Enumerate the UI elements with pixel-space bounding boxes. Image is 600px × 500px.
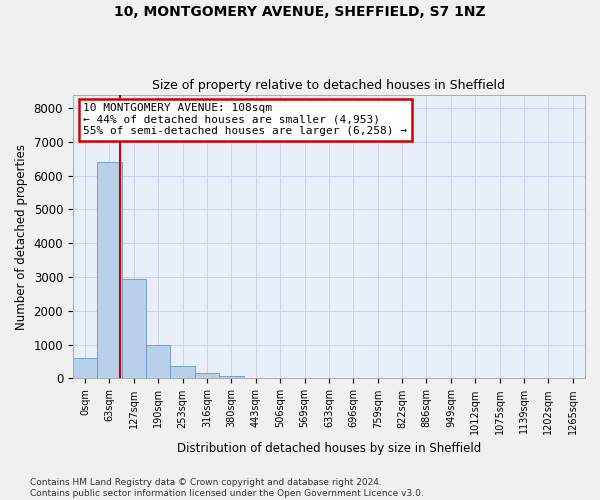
Bar <box>122 278 146 378</box>
Text: 10 MONTGOMERY AVENUE: 108sqm
← 44% of detached houses are smaller (4,953)
55% of: 10 MONTGOMERY AVENUE: 108sqm ← 44% of de… <box>83 103 407 136</box>
Y-axis label: Number of detached properties: Number of detached properties <box>15 144 28 330</box>
Bar <box>73 358 97 378</box>
Text: Contains HM Land Registry data © Crown copyright and database right 2024.
Contai: Contains HM Land Registry data © Crown c… <box>30 478 424 498</box>
Bar <box>97 162 122 378</box>
Bar <box>146 346 170 378</box>
Bar <box>170 366 195 378</box>
X-axis label: Distribution of detached houses by size in Sheffield: Distribution of detached houses by size … <box>177 442 481 455</box>
Text: 10, MONTGOMERY AVENUE, SHEFFIELD, S7 1NZ: 10, MONTGOMERY AVENUE, SHEFFIELD, S7 1NZ <box>114 5 486 19</box>
Bar <box>219 376 244 378</box>
Bar <box>195 374 219 378</box>
Title: Size of property relative to detached houses in Sheffield: Size of property relative to detached ho… <box>152 79 505 92</box>
